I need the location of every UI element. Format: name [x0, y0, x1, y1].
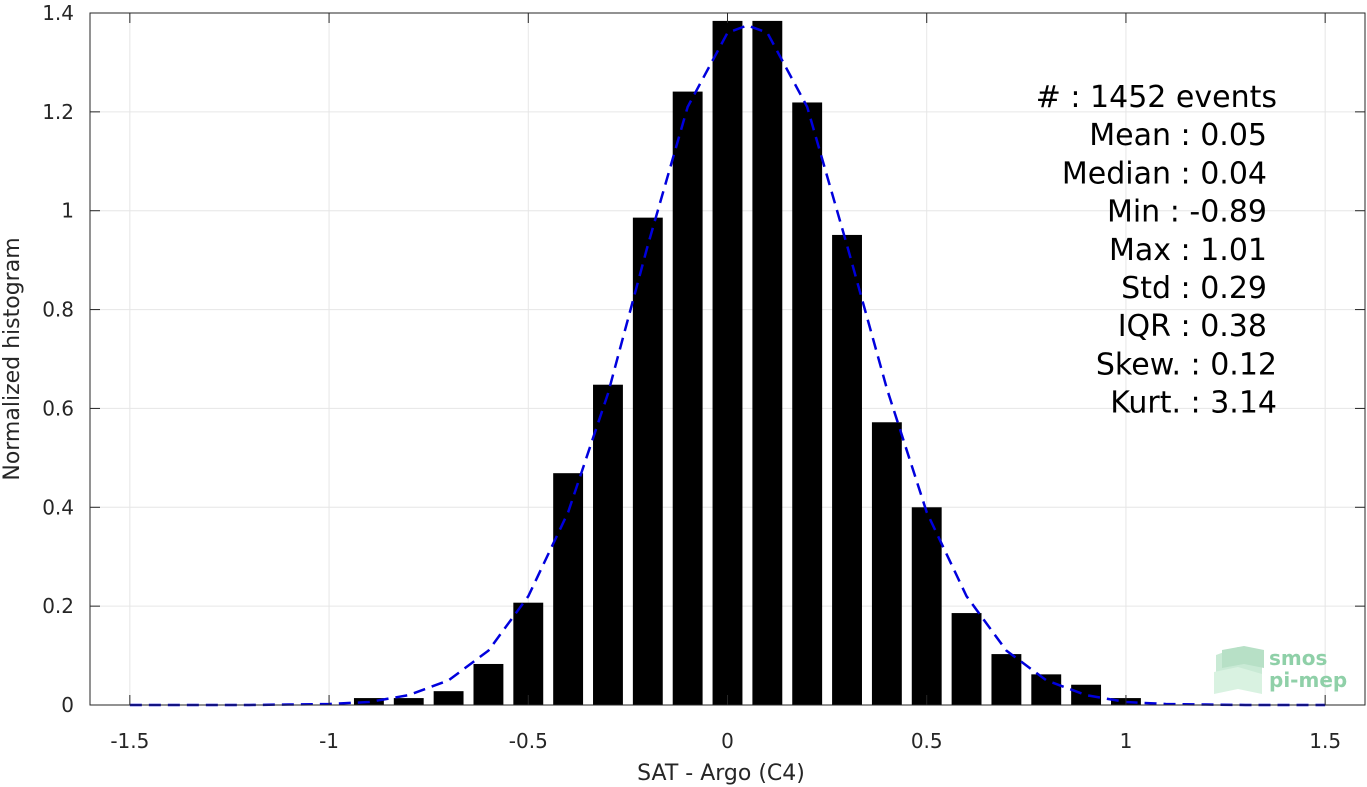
x-tick-label: 0: [721, 729, 734, 753]
fit-curve-group: [129, 24, 1326, 707]
histogram-bar: [991, 654, 1022, 705]
histogram-bar: [632, 217, 663, 706]
histogram-bar: [1071, 684, 1102, 705]
stat-line: Skew. : 0.12: [1096, 347, 1277, 382]
histogram-bar: [752, 20, 783, 706]
fit-curve: [129, 24, 1326, 707]
stat-line: Mean : 0.05: [1089, 118, 1267, 153]
histogram-bar: [672, 91, 703, 705]
x-tick-label: 1: [1120, 729, 1133, 753]
x-tick-label: 0.5: [911, 729, 943, 753]
histogram-bar: [911, 507, 942, 705]
histogram-bar: [473, 663, 504, 705]
x-tick-label: -1: [319, 729, 339, 753]
logo-waves-icon: [1214, 646, 1264, 694]
histogram-bar: [871, 422, 902, 705]
y-axis-label: Normalized histogram: [0, 237, 25, 480]
y-tick-label: 0.4: [42, 495, 74, 519]
stat-line: Max : 1.01: [1109, 233, 1267, 268]
axis-ticks: [90, 12, 1365, 706]
histogram-bar: [393, 698, 424, 705]
stat-line: # : 1452 events: [1036, 80, 1277, 115]
stat-line: IQR : 0.38: [1118, 309, 1267, 344]
histogram-bar: [832, 234, 862, 706]
histogram-bars: [353, 20, 1141, 706]
y-tick-label: 0.8: [42, 298, 74, 322]
y-tick-label: 1.2: [42, 100, 74, 124]
y-tick-label: 0: [61, 693, 74, 717]
histogram-bar: [433, 691, 464, 705]
y-tick-label: 1.4: [42, 1, 74, 25]
histogram-bar: [951, 613, 982, 705]
smos-pi-mep-logo: smos pi-mep: [1214, 646, 1347, 694]
histogram-bar: [513, 602, 544, 705]
stat-line: Kurt. : 3.14: [1110, 386, 1277, 421]
histogram-bar: [593, 384, 623, 705]
x-axis-label: SAT - Argo (C4): [637, 761, 805, 786]
x-tick-label: -1.5: [110, 729, 149, 753]
y-tick-label: 1: [61, 199, 74, 223]
histogram-bar: [792, 102, 823, 706]
x-tick-label: -0.5: [509, 729, 548, 753]
stat-line: Median : 0.04: [1062, 156, 1267, 191]
x-tick-label: 1.5: [1309, 729, 1341, 753]
histogram-bar: [553, 473, 584, 705]
logo-text-smos: smos: [1269, 646, 1327, 670]
logo-text-pi-mep: pi-mep: [1269, 668, 1347, 692]
y-tick-labels: 0 0.2 0.4 0.6 0.8 1 1.2 1.4: [42, 1, 74, 717]
y-tick-label: 0.6: [42, 396, 74, 420]
stat-line: Min : -0.89: [1107, 195, 1267, 230]
histogram-bar: [712, 20, 743, 706]
stat-line: Std : 0.29: [1121, 271, 1267, 306]
x-tick-labels: -1.5 -1 -0.5 0 0.5 1 1.5: [110, 729, 1341, 753]
y-tick-label: 0.2: [42, 594, 74, 618]
